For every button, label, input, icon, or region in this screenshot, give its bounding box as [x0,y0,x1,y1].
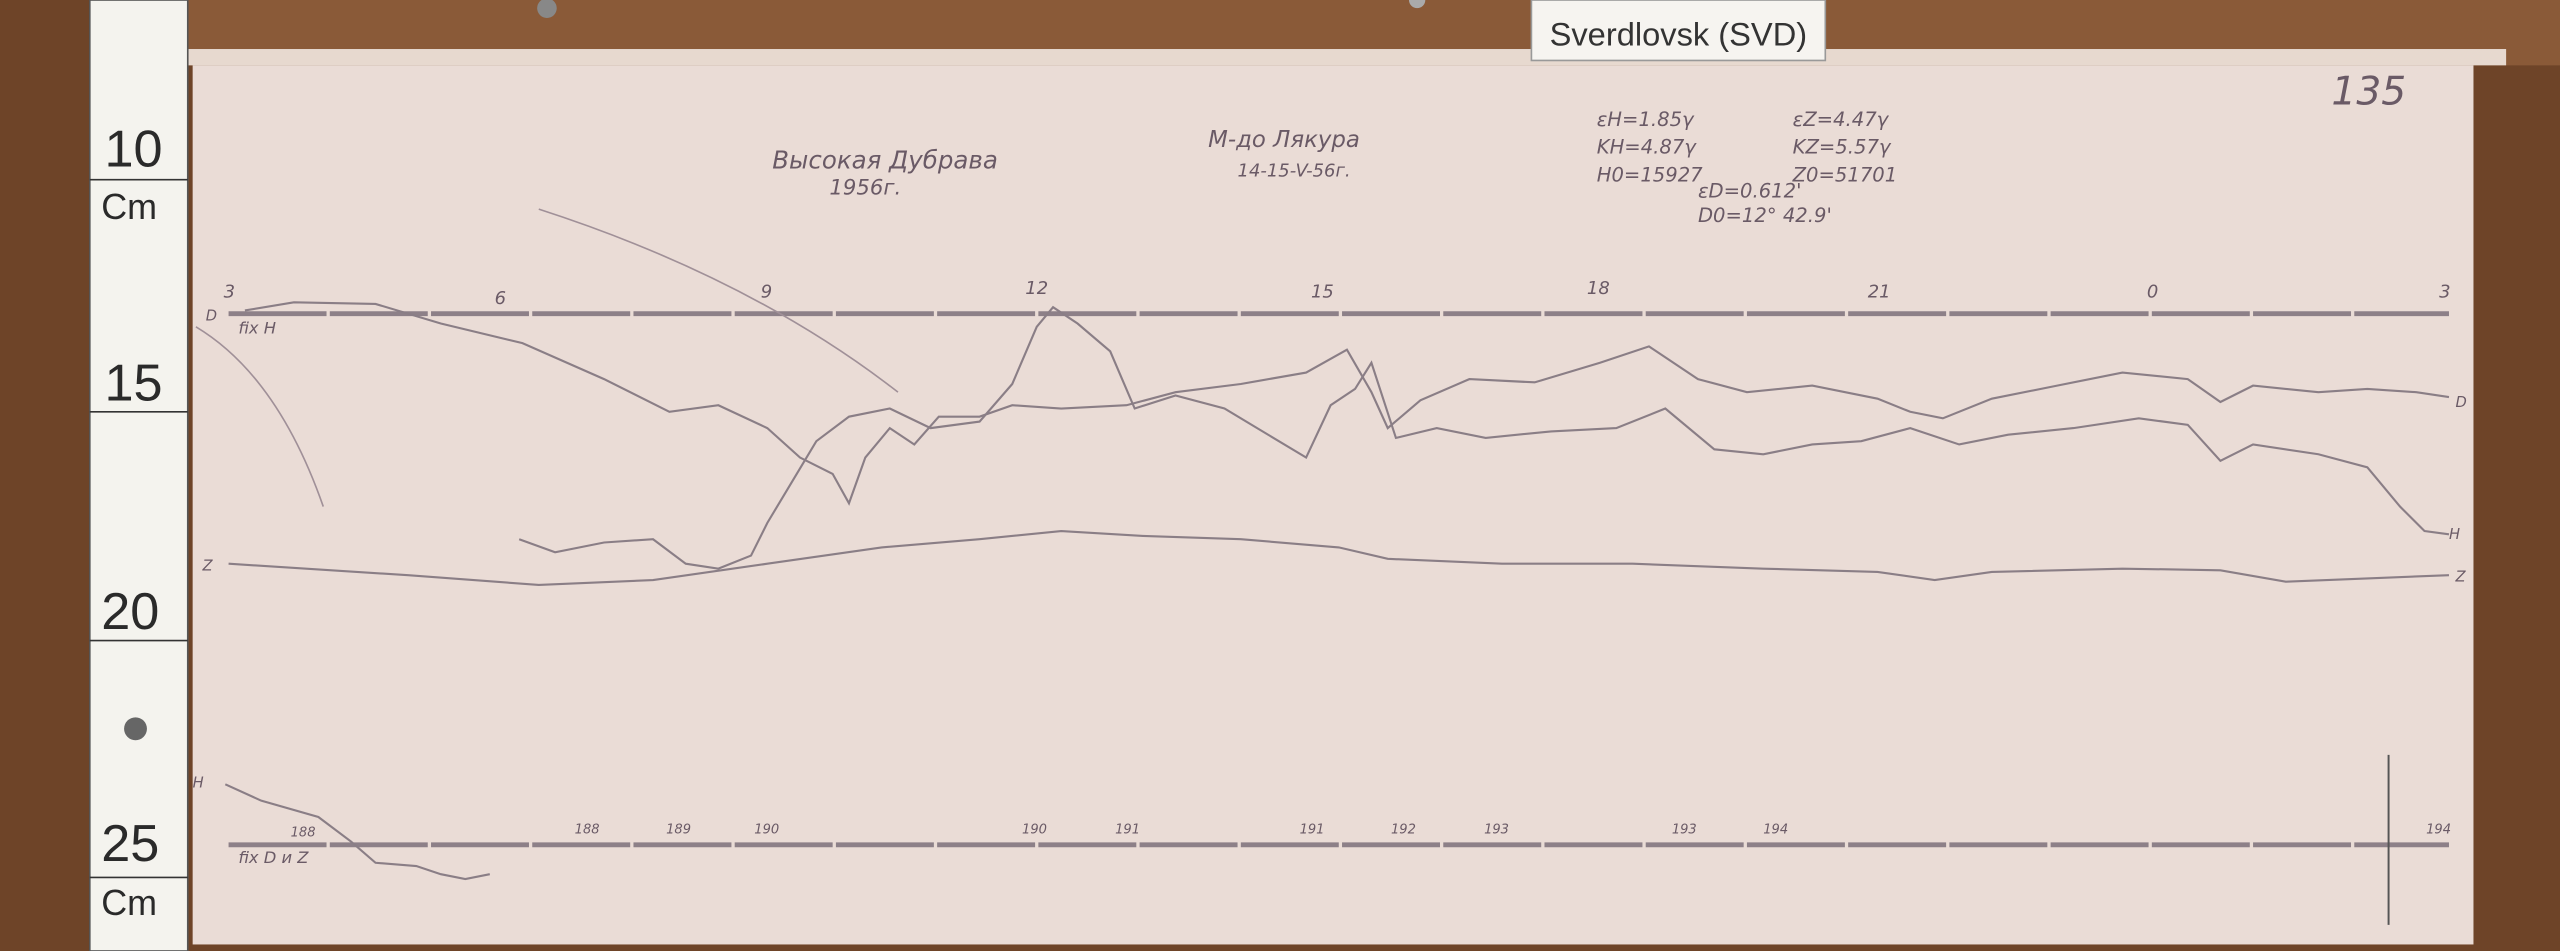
trace-label: D [206,307,217,324]
trace-label: Z [2455,569,2467,586]
paper-edge [187,49,2507,66]
station-title: Высокая Дубрава [772,145,998,174]
temperature: 192 [1391,822,1416,837]
trace-d [518,305,2450,570]
ruler-mark: 10 [104,121,162,179]
ruler-mark: 15 [104,354,162,412]
pencil-stroke [195,326,325,507]
trace-z [228,529,2450,587]
temperature: 193 [1672,822,1697,837]
ruler-unit: Cm [101,882,157,923]
pin-icon [537,0,557,18]
temperature: 189 [666,822,691,837]
hour-label: 9 [761,281,772,302]
station-tag [1530,0,1827,62]
trace-h-bottom [224,783,491,881]
ruler-mark: 20 [101,583,159,641]
d0: D0=12° 42.9' [1698,204,1832,227]
record-date: 14-15-V-56г. [1238,160,1351,181]
z0: Z0=51701 [1792,163,1898,186]
ruler-unit: Cm [101,186,157,227]
pin-icon [124,717,147,741]
pencil-stroke [538,208,899,393]
trace-label: H [193,775,204,792]
hour-label: 21 [1868,281,1891,302]
temperature: 190 [754,822,779,837]
station-tag-text: Sverdlovsk (SVD) [1550,16,1808,53]
temperature: 194 [2426,822,2451,837]
trace-label: fix D и Z [238,848,309,867]
trace-label: fix H [238,318,276,337]
temperature: 193 [1484,822,1509,837]
year: 1956г. [829,175,901,200]
pin-icon [1408,0,1426,9]
ruler-mark: 25 [101,815,159,873]
ruler: 10 Cm 15 20 25 Cm [88,0,189,951]
hour-label: 3 [2439,281,2450,302]
hour-label: 18 [1587,278,1610,299]
scale-constants: εH=1.85γ εZ=4.47γ KH=4.87γ KZ=5.57γ H0=1… [1597,108,1898,227]
hour-label: 12 [1025,278,1048,299]
hour-label: 3 [224,281,235,302]
k-h: KH=4.87γ [1597,136,1698,159]
hour-label: 0 [2147,281,2158,302]
magnetogram-paper [192,65,2474,945]
observer: М-до Лякура [1208,127,1360,153]
temperature: 190 [1022,822,1047,837]
k-z: KZ=5.57γ [1793,136,1892,159]
temperature: 191 [1300,822,1325,837]
hour-label: 6 [495,288,506,309]
trace-label: Z [201,557,213,574]
hour-label: 15 [1311,281,1334,302]
temperature: 191 [1115,822,1140,837]
eps-h: εH=1.85γ [1597,108,1695,131]
temperature: 188 [575,822,600,837]
eps-d: εD=0.612' [1698,180,1802,203]
trace-label: D [2456,394,2467,411]
h0: H0=15927 [1597,163,1703,186]
temperature-readings: 188 188 189 190 190 191 191 192 193 193 … [291,822,2451,840]
temperature: 188 [291,826,316,841]
trace-h [244,301,2450,506]
trace-label: H [2449,526,2460,543]
temperature: 194 [1763,822,1788,837]
hour-labels: 3 6 9 12 15 18 21 0 3 [224,278,2451,309]
eps-z: εZ=4.47γ [1793,108,1890,131]
sheet-number: 135 [2331,70,2406,115]
